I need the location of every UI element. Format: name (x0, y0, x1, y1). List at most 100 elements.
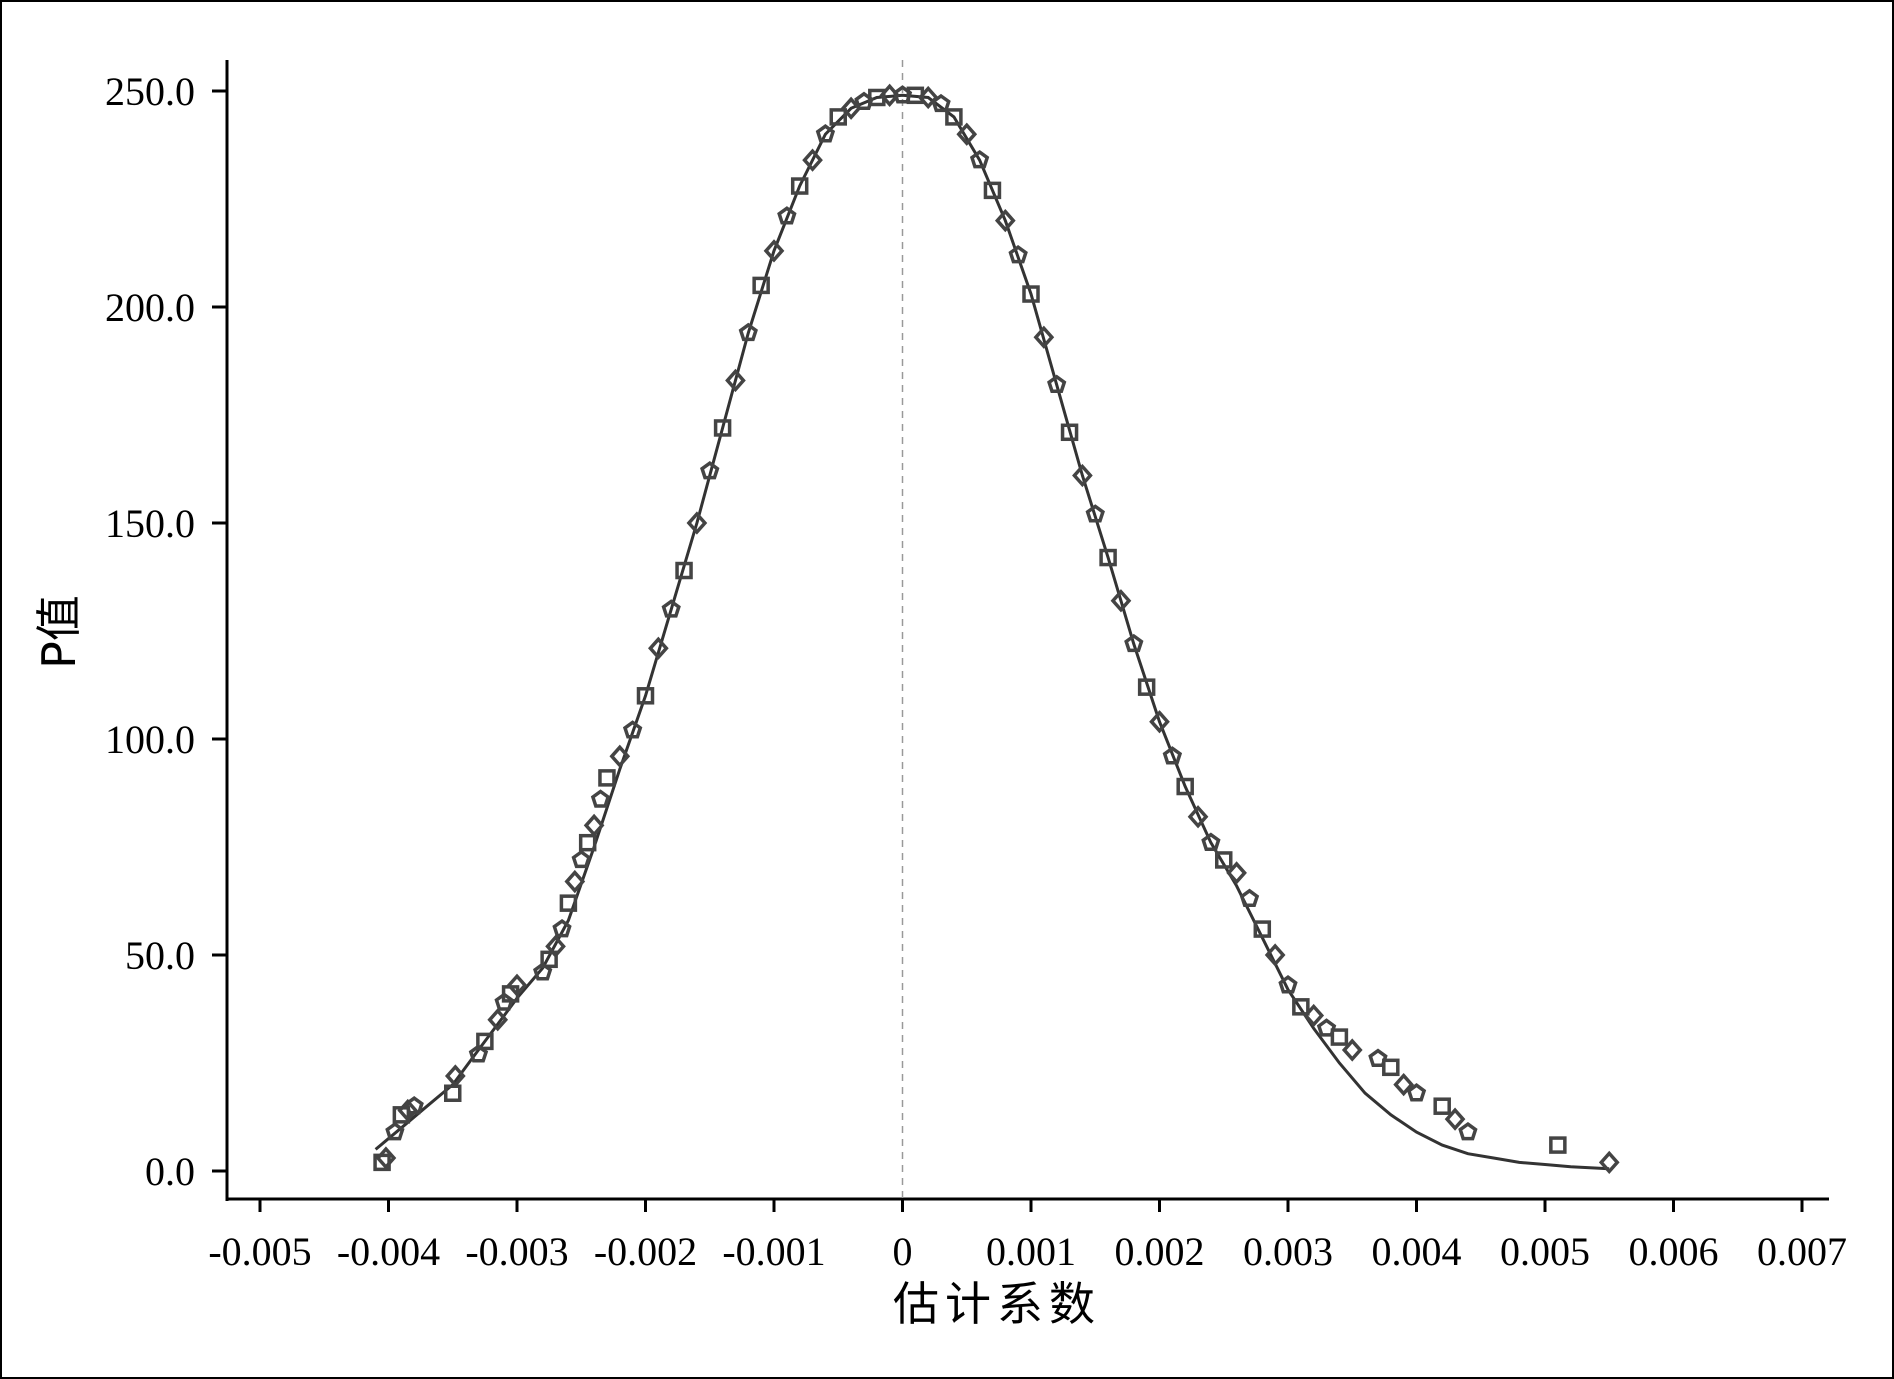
data-point-pentagon (969, 149, 990, 169)
data-point-pentagon (552, 918, 572, 938)
data-point-square (1022, 285, 1040, 303)
data-point-pentagon (1406, 1083, 1427, 1102)
y-tick-label: 100.0 (105, 717, 195, 762)
data-point-pentagon (1368, 1048, 1388, 1067)
y-axis-title: P值 (32, 595, 86, 669)
data-point-pentagon (622, 720, 643, 739)
data-point-diamond (609, 744, 631, 768)
data-point-diamond (1072, 463, 1093, 488)
fit-curve (374, 93, 1610, 1171)
data-point-pentagon (468, 1044, 489, 1063)
x-tick-label: 0.001 (986, 1229, 1076, 1274)
fit-curve-layer (374, 93, 1610, 1171)
y-tick-label: 200.0 (105, 285, 195, 330)
data-point-square (945, 108, 963, 126)
data-point-square (1292, 998, 1310, 1016)
data-point-diamond (545, 934, 566, 958)
data-point-pentagon (1278, 975, 1298, 994)
data-point-pentagon (777, 206, 797, 225)
data-point-diamond (564, 869, 586, 894)
data-point-pentagon (404, 1096, 424, 1115)
data-point-square (598, 769, 616, 787)
data-point-diamond (1110, 589, 1132, 613)
data-point-diamond (1226, 861, 1247, 885)
x-tick-label: -0.002 (594, 1229, 697, 1274)
x-tick-label: -0.001 (722, 1229, 825, 1274)
data-point-diamond (802, 148, 823, 172)
data-point-diamond (994, 208, 1016, 233)
data-point-pentagon (815, 124, 836, 143)
data-point-square (1253, 920, 1272, 938)
data-point-square (790, 177, 809, 195)
data-point-diamond (1598, 1150, 1620, 1174)
data-point-diamond (583, 813, 605, 838)
data-point-square (1549, 1136, 1567, 1154)
data-point-pentagon (590, 789, 611, 808)
y-tick-label: 150.0 (105, 501, 195, 546)
data-point-pentagon (1458, 1121, 1478, 1141)
x-tick-label: 0.003 (1243, 1229, 1333, 1274)
data-point-pentagon (1239, 888, 1260, 908)
x-tick-label: -0.004 (337, 1229, 440, 1274)
data-point-square (559, 894, 578, 912)
data-point-diamond (1149, 710, 1170, 734)
data-point-square (1137, 678, 1156, 696)
data-point-square (1060, 423, 1079, 442)
x-tick-label: 0.004 (1372, 1229, 1462, 1274)
data-point-pentagon (738, 322, 758, 342)
data-point-pentagon (1047, 374, 1067, 393)
data-point-diamond (506, 973, 528, 997)
x-tick-label: 0.006 (1629, 1229, 1719, 1274)
data-point-square (1433, 1097, 1451, 1115)
data-point-diamond (648, 636, 669, 660)
data-point-diamond (397, 1098, 419, 1123)
data-point-pentagon (533, 962, 553, 981)
x-tick-label: 0.007 (1757, 1229, 1847, 1274)
data-point-square (1176, 777, 1194, 796)
data-point-pentagon (700, 461, 720, 480)
data-point-diamond (956, 122, 978, 146)
data-point-diamond (763, 239, 785, 263)
x-tick-group: -0.005 -0.004 -0.003 -0.002 -0.001 0 0.001 0.00… (208, 1199, 1847, 1274)
data-point-pentagon (1316, 1018, 1337, 1037)
data-point-square (1099, 548, 1117, 567)
data-point-square (829, 108, 847, 126)
x-tick-label: -0.003 (465, 1229, 568, 1274)
data-point-pentagon (1085, 504, 1105, 523)
data-point-pentagon (931, 93, 951, 113)
data-point-square (713, 419, 732, 437)
x-axis-title: 估计系数 (893, 1277, 1101, 1331)
data-point-diamond (686, 511, 708, 535)
data-point-pentagon (494, 992, 514, 1011)
data-point-diamond (1303, 1003, 1325, 1028)
data-point-diamond (1444, 1107, 1466, 1131)
data-point-diamond (1033, 325, 1055, 349)
data-point-pentagon (661, 599, 681, 618)
data-point-diamond (1264, 943, 1286, 967)
data-point-diamond (375, 1146, 397, 1170)
data-point-square (675, 561, 693, 580)
data-point-square (578, 833, 597, 852)
data-point-pentagon (1162, 746, 1183, 765)
x-tick-label: 0.005 (1500, 1229, 1590, 1274)
x-tick-label: 0 (893, 1229, 913, 1274)
data-point-diamond (487, 1008, 509, 1032)
data-point-square (636, 687, 655, 705)
data-point-pentagon (1201, 832, 1221, 851)
data-point-square (752, 276, 770, 295)
data-point-pentagon (571, 849, 591, 869)
data-point-diamond (1187, 805, 1209, 829)
data-point-diamond (1341, 1038, 1363, 1062)
data-point-pentagon (1124, 633, 1144, 653)
data-point-square (1330, 1028, 1349, 1046)
data-point-diamond (725, 368, 746, 393)
x-tick-label: 0.002 (1115, 1229, 1205, 1274)
data-point-pentagon (385, 1121, 405, 1141)
data-point-square (1382, 1058, 1400, 1077)
y-tick-group: 0.0 50.0 100.0 150.0 200.0 250.0 (105, 69, 227, 1194)
y-tick-label: 0.0 (145, 1149, 195, 1194)
data-point-square (983, 181, 1002, 200)
y-tick-label: 50.0 (125, 933, 195, 978)
